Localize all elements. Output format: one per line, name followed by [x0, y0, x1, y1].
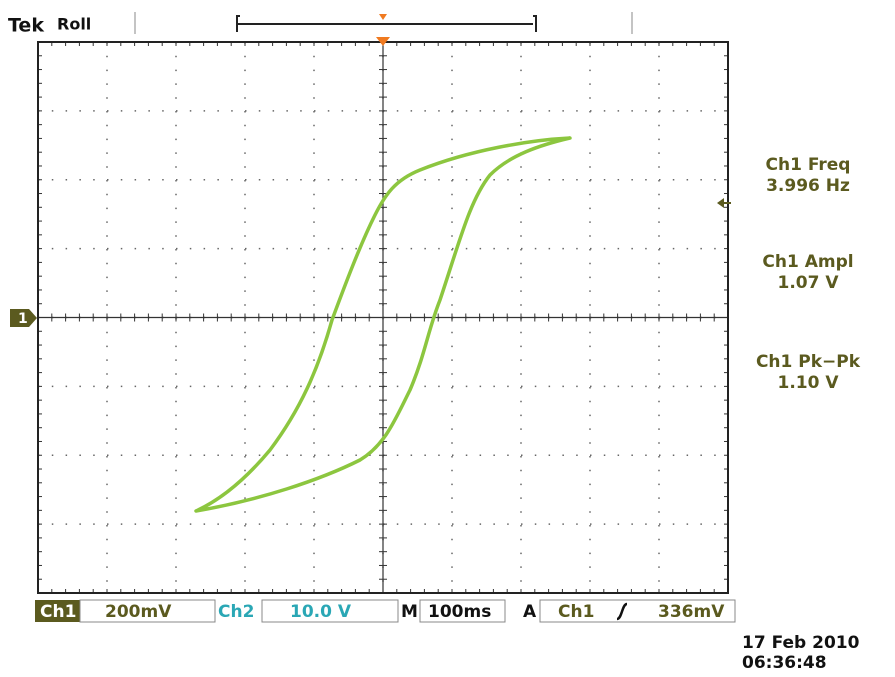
brand: Tek	[8, 15, 44, 37]
a-label: A	[523, 602, 537, 622]
measurement-label: Ch1 Ampl	[762, 252, 853, 272]
ch2-label: Ch2	[218, 602, 254, 622]
timebase: 100ms	[428, 602, 491, 622]
box	[261, 599, 399, 623]
hysteresis-trace	[194, 136, 572, 513]
record-bracket	[236, 15, 537, 32]
box	[419, 599, 506, 623]
ch1-scale: 200mV	[105, 602, 172, 622]
measurement-label: Ch1 Freq	[766, 155, 851, 175]
trigger-marker	[376, 37, 390, 46]
channel-marker	[10, 309, 37, 327]
box	[79, 599, 216, 623]
graticule	[37, 41, 729, 594]
trigger-position	[379, 14, 387, 20]
date: 17 Feb 2010	[742, 633, 860, 653]
ch1-label: Ch1	[40, 602, 76, 622]
trigger-slope	[616, 602, 628, 621]
trigger-level: 336mV	[658, 602, 725, 622]
measurement-label: Ch1 Pk−Pk	[756, 352, 861, 372]
m-label: M	[401, 602, 418, 622]
trigger-source: Ch1	[558, 602, 594, 622]
measurement-value: 3.996 Hz	[766, 176, 850, 196]
ch2-scale: 10.0 V	[290, 602, 352, 622]
time: 06:36:48	[742, 653, 827, 673]
box	[539, 599, 736, 623]
measurement-value: 1.07 V	[777, 273, 839, 293]
channel-marker-label: 1	[18, 311, 28, 327]
trigger-level-arrow	[717, 198, 724, 208]
ch1-badge	[35, 600, 80, 622]
mode: Roll	[57, 15, 91, 34]
measurement-value: 1.10 V	[777, 373, 839, 393]
